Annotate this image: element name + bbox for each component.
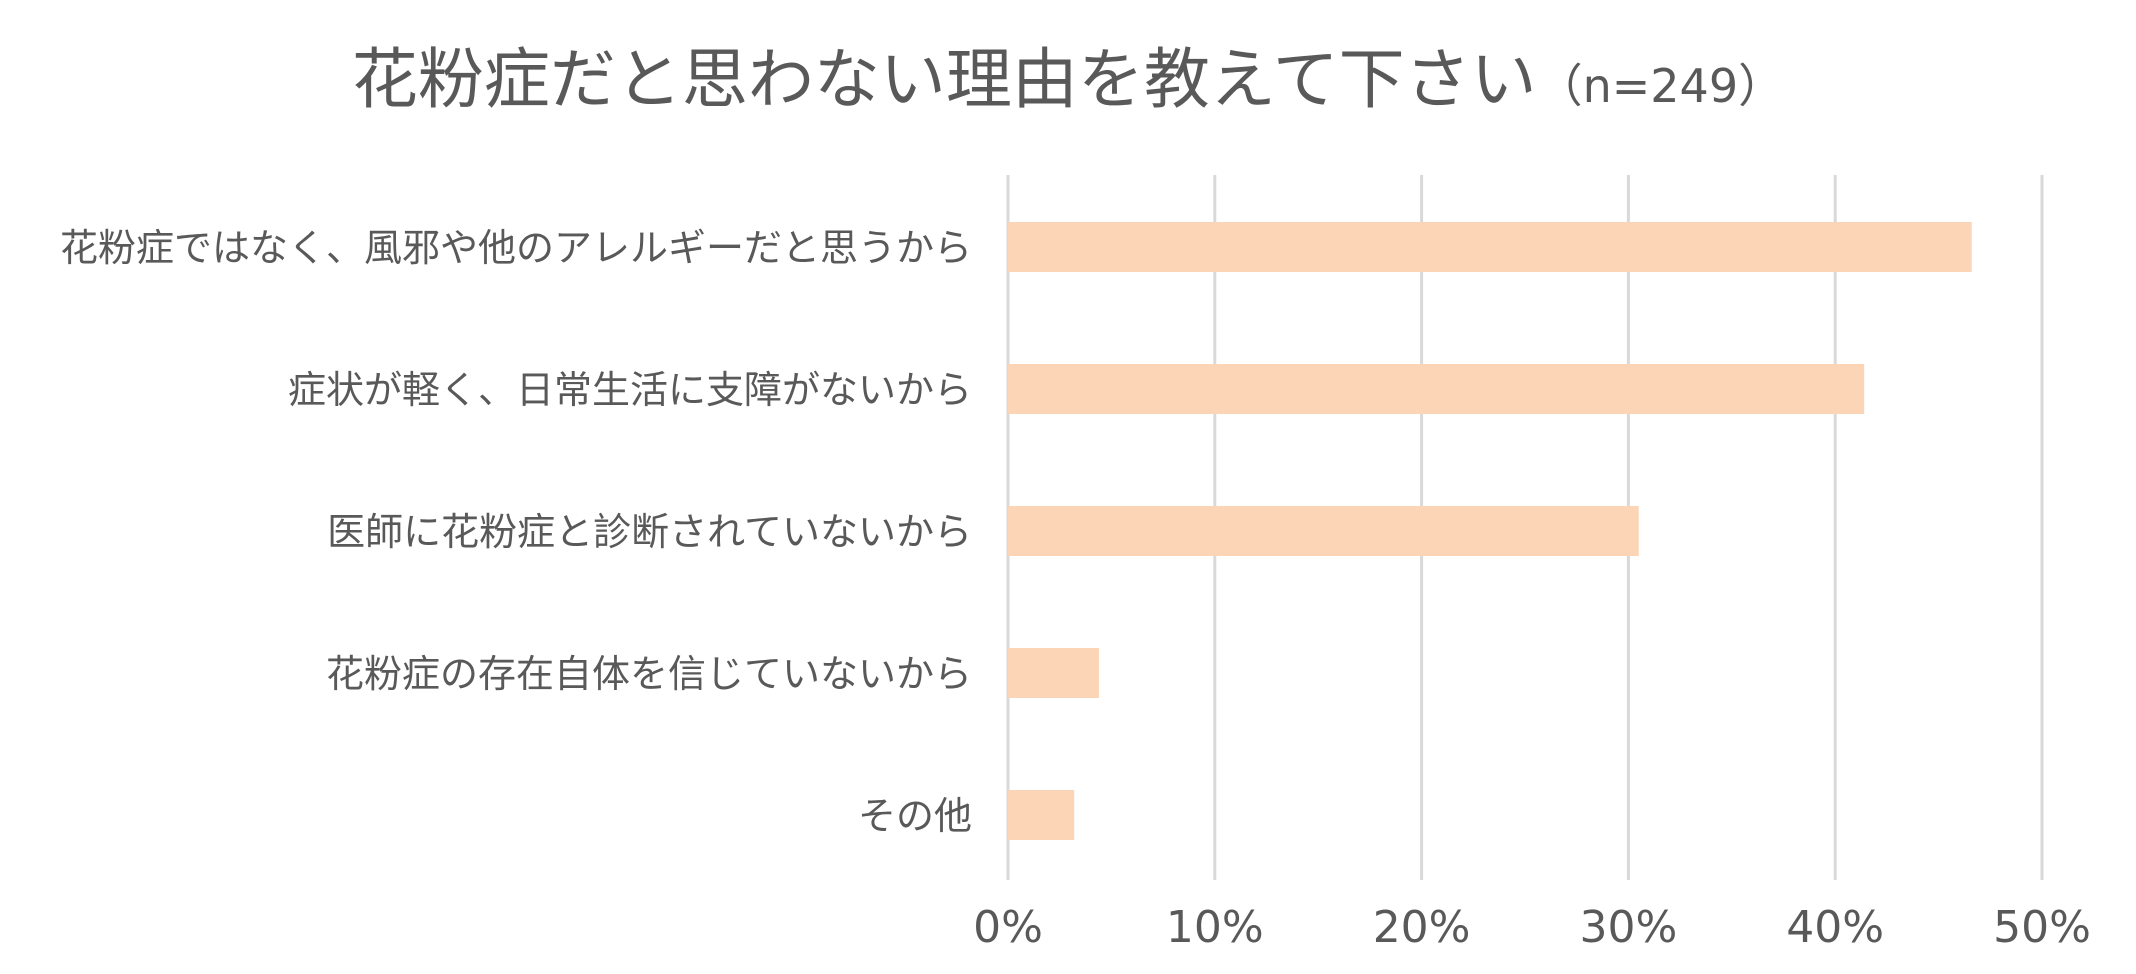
bar-1 xyxy=(1008,222,1972,272)
x-tick-label-40pct: 40% xyxy=(1786,902,1884,953)
chart-title-sample-size: （n=249） xyxy=(1537,59,1785,113)
x-tick-label-10pct: 10% xyxy=(1166,902,1264,953)
bars xyxy=(1008,222,1972,840)
x-tick-label-20pct: 20% xyxy=(1373,902,1471,953)
x-tick-label-30pct: 30% xyxy=(1580,902,1678,953)
bar-4 xyxy=(1008,648,1099,698)
bar-5 xyxy=(1008,790,1075,840)
x-tick-label-50pct: 50% xyxy=(1993,902,2091,953)
category-label-2: 症状が軽く、日常生活に支障がないから xyxy=(288,368,972,412)
bar-2 xyxy=(1008,364,1865,414)
category-label-3: 医師に花粉症と診断されていないから xyxy=(327,510,972,554)
chart-title: 花粉症だと思わない理由を教えて下さい（n=249） xyxy=(352,41,1784,118)
category-label-5: その他 xyxy=(858,794,972,838)
bar-3 xyxy=(1008,506,1639,556)
category-label-1: 花粉症ではなく、風邪や他のアレルギーだと思うから xyxy=(60,226,972,270)
x-tick-label-0pct: 0% xyxy=(973,902,1043,953)
chart-title-main: 花粉症だと思わない理由を教えて下さい xyxy=(352,41,1537,118)
category-label-4: 花粉症の存在自体を信じていないから xyxy=(326,652,972,696)
category-labels: 花粉症ではなく、風邪や他のアレルギーだと思うから症状が軽く、日常生活に支障がない… xyxy=(60,226,972,838)
x-axis-tick-labels: 0% 10% 20% 30% 40% 50% xyxy=(973,902,2091,953)
